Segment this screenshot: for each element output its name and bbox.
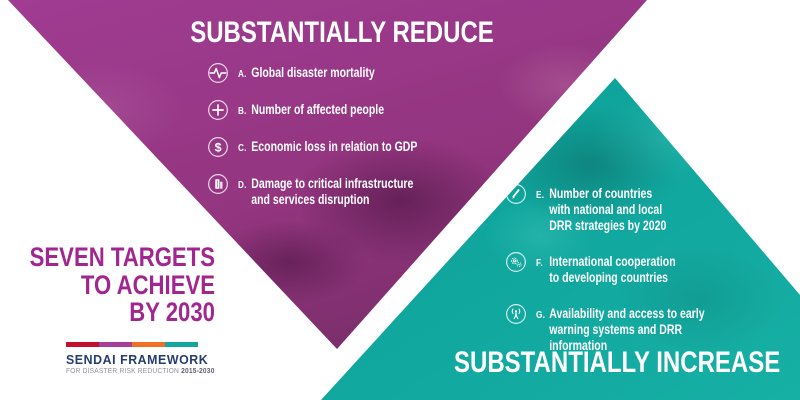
target-text: Number of affected people <box>251 102 385 117</box>
target-text: International cooperation to developing … <box>549 254 676 285</box>
svg-text:$: $ <box>215 140 222 154</box>
tagline: SEVEN TARGETS TO ACHIEVE BY 2030 <box>29 242 215 327</box>
logo-bar-segment-orange <box>132 342 165 347</box>
increase-items: E. Number of countries with national and… <box>505 183 800 371</box>
gears-icon <box>505 251 527 273</box>
logo-bar-segment-teal <box>165 342 198 347</box>
target-item-b: B. Number of affected people <box>207 99 468 121</box>
logo-subtitle: FOR DISASTER RISK REDUCTION 2015-2030 <box>66 368 214 375</box>
target-text: Damage to critical infrastructure and se… <box>251 176 414 207</box>
target-item-c: $ C. Economic loss in relation to GDP <box>207 136 468 158</box>
pencil-icon <box>505 183 527 205</box>
target-letter: G. <box>536 309 546 321</box>
target-letter: A. <box>238 68 247 80</box>
target-item-a: A. Global disaster mortality <box>207 62 468 84</box>
plus-icon <box>207 99 229 121</box>
target-text: Number of countries with national and lo… <box>549 186 667 233</box>
target-item-g: G. Availability and access to early warn… <box>505 303 800 354</box>
target-letter: C. <box>238 142 247 154</box>
logo-title: SENDAI FRAMEWORK <box>66 352 209 367</box>
target-letter: F. <box>536 257 543 269</box>
logo-years: 2015-2030 <box>181 368 215 375</box>
target-text: Availability and access to early warning… <box>549 306 705 353</box>
target-item-e: E. Number of countries with national and… <box>505 183 800 234</box>
sendai-framework-logo: SENDAI FRAMEWORK FOR DISASTER RISK REDUC… <box>66 342 214 375</box>
increase-heading: SUBSTANTIALLY INCREASE <box>454 346 781 379</box>
target-item-f: F. International cooperation to developi… <box>505 251 800 286</box>
target-text: Economic loss in relation to GDP <box>251 139 418 154</box>
logo-subtitle-text: FOR DISASTER RISK REDUCTION <box>66 368 180 375</box>
logo-color-bar <box>66 342 198 347</box>
heartbeat-icon <box>207 62 229 84</box>
logo-bar-segment-purple <box>99 342 132 347</box>
target-letter: E. <box>536 189 545 201</box>
reduce-items: A. Global disaster mortality B. Number o… <box>207 62 468 223</box>
reduce-heading: SUBSTANTIALLY REDUCE <box>190 16 494 49</box>
antenna-icon <box>505 303 527 325</box>
target-item-d: D. Damage to critical infrastructure and… <box>207 173 468 208</box>
target-letter: B. <box>238 105 247 117</box>
target-text: Global disaster mortality <box>251 65 375 80</box>
logo-bar-segment-red <box>66 342 99 347</box>
dollar-icon: $ <box>207 136 229 158</box>
target-letter: D. <box>238 179 247 191</box>
building-icon <box>207 173 229 195</box>
